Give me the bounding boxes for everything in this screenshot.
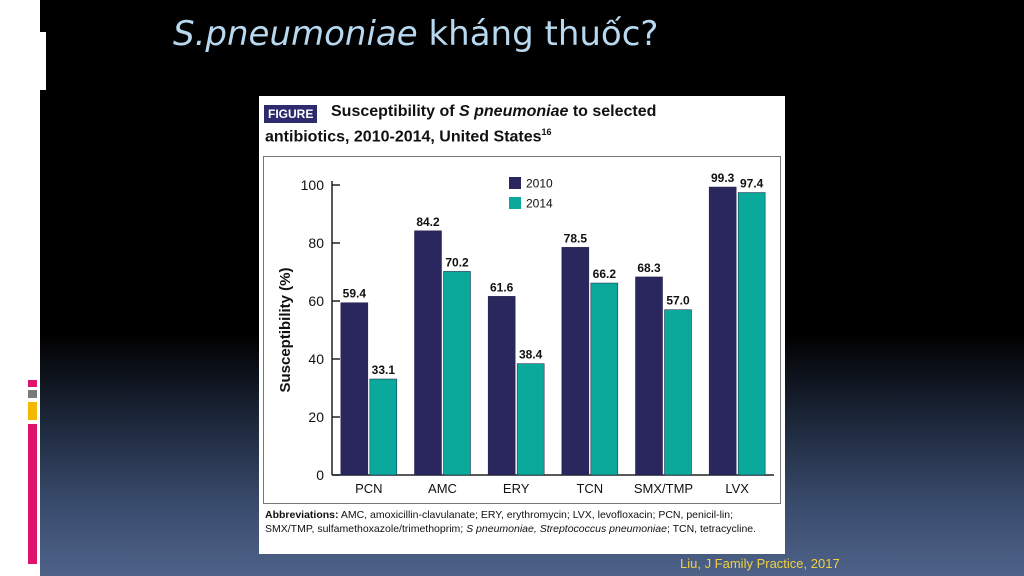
- figure-title-part: antibiotics, 2010-2014, United States: [265, 128, 542, 146]
- y-tick-label: 100: [301, 177, 325, 193]
- slide-title: S.pneumoniae kháng thuốc?: [173, 14, 658, 54]
- data-label: 61.6: [490, 280, 514, 294]
- bar-2010-lvx: [708, 186, 737, 476]
- figure-title-line2: antibiotics, 2010-2014, United States16: [265, 122, 552, 147]
- legend-label: 2010: [526, 177, 553, 191]
- bar-2014-lvx: [737, 192, 766, 476]
- data-label: 33.1: [372, 363, 396, 377]
- data-label: 97.4: [740, 177, 764, 191]
- data-label: 78.5: [564, 231, 588, 245]
- bar-2014-tcn: [590, 282, 619, 476]
- bar-2010-smx-tmp: [635, 276, 663, 476]
- y-tick-label: 60: [308, 293, 324, 309]
- bar-2010-amc: [414, 230, 442, 476]
- data-label: 66.2: [593, 267, 617, 281]
- slide-title-italic: S.pneumoniae: [173, 14, 418, 54]
- x-tick-label: AMC: [428, 481, 457, 496]
- x-tick-label: ERY: [503, 481, 530, 496]
- y-tick-label: 20: [308, 409, 324, 425]
- legend-swatch-2010: [509, 177, 521, 189]
- x-tick-label: PCN: [355, 481, 382, 496]
- data-label: 59.4: [343, 287, 367, 301]
- data-label: 84.2: [416, 215, 440, 229]
- bar-2014-pcn: [369, 378, 398, 476]
- bar-2014-smx-tmp: [664, 309, 692, 476]
- figure-title-part: to selected: [568, 103, 657, 120]
- decorative-bars: [20, 0, 46, 100]
- data-label: 70.2: [445, 255, 469, 269]
- legend-label: 2014: [526, 197, 553, 211]
- figure-title-italic: S pneumoniae: [459, 103, 569, 120]
- legend-swatch-2014: [509, 197, 521, 209]
- yellow-mark: [28, 402, 37, 420]
- x-tick-label: LVX: [725, 481, 749, 496]
- y-axis-label: Susceptibility (%): [277, 267, 294, 392]
- x-tick-label: TCN: [576, 481, 603, 496]
- abbreviations-label: Abbreviations:: [265, 509, 339, 521]
- bar-chart: 0 20 40 60 80 100 Susceptibility (%) 59.4 33.1 PC…: [277, 171, 774, 496]
- data-label: 68.3: [637, 261, 661, 275]
- bar-2014-ery: [516, 363, 545, 476]
- bar-2010-pcn: [340, 302, 369, 476]
- bar-2014-amc: [443, 271, 471, 476]
- gray-mark: [28, 390, 37, 398]
- x-tick-label: SMX/TMP: [634, 481, 693, 496]
- figure-panel: FIGURE Susceptibility of S pneumoniae to…: [259, 96, 785, 554]
- plot-frame: 0 20 40 60 80 100 Susceptibility (%) 59.4 33.1 PC…: [263, 156, 781, 504]
- pink-mark: [28, 380, 37, 387]
- citation: Liu, J Family Practice, 2017: [680, 556, 840, 571]
- slide-title-rest: kháng thuốc?: [417, 14, 659, 54]
- figure-title-part: Susceptibility of: [331, 103, 460, 120]
- bar-2010-ery: [487, 296, 516, 476]
- pink-bar: [28, 424, 37, 564]
- y-tick-label: 40: [308, 351, 324, 367]
- abbreviations-text: AMC, amoxicillin-clavulanate; ERY, eryth…: [265, 509, 734, 535]
- data-label: 57.0: [666, 294, 690, 308]
- data-label: 99.3: [711, 171, 735, 185]
- abbreviations-italic: S pneumoniae, Streptococcus pneumoniae: [466, 523, 667, 535]
- abbreviations-end: ; TCN, tetracycline.: [666, 523, 757, 535]
- figure-title-line1: Susceptibility of S pneumoniae to select…: [331, 102, 771, 122]
- y-tick-label: 80: [308, 235, 324, 251]
- y-tick-label: 0: [316, 467, 324, 483]
- bar-2010-tcn: [561, 247, 590, 476]
- abbreviations-note: Abbreviations: AMC, amoxicillin-clavulan…: [265, 508, 779, 536]
- figure-badge: FIGURE: [264, 105, 318, 123]
- data-label: 38.4: [519, 348, 543, 362]
- figure-title-superscript: 16: [541, 127, 552, 137]
